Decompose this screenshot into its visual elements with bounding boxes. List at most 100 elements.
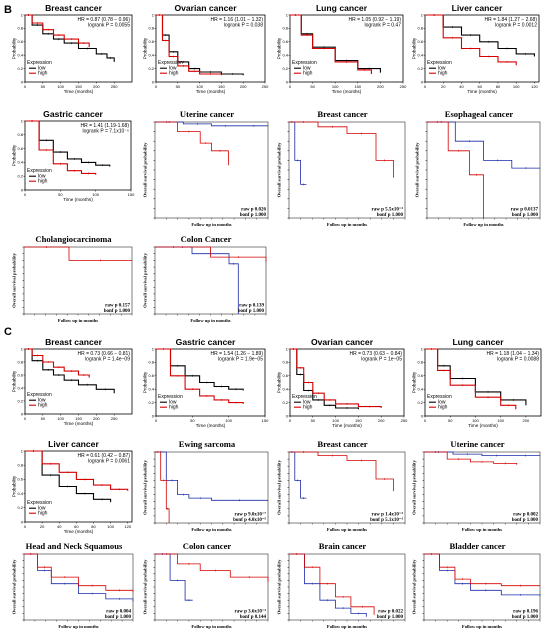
x-tick-label: 80 (496, 84, 501, 89)
y-tick-label: 0.2 (282, 66, 288, 71)
stats-annotation: logrank P = 0.038 (224, 23, 263, 29)
stats-annotation: raw p 0.002 (513, 513, 538, 518)
plot-frame (24, 120, 132, 191)
legend-title: Expression (27, 60, 52, 66)
y-tick-label: 0 (286, 79, 289, 84)
x-axis-label: Time (months) (196, 89, 226, 94)
survival-curve (155, 451, 268, 501)
x-tick-label: 100 (92, 192, 99, 197)
stats-annotation: logrank P = 0.0061 (88, 459, 130, 465)
legend-item: high (169, 71, 179, 77)
y-axis-label: Overall survival probability (277, 559, 282, 614)
chart-title: Cholangiocarcinoma (35, 234, 112, 244)
survival-curve (155, 451, 170, 523)
stats-annotation: logrank P = 0.0012 (495, 23, 537, 29)
stats-annotation: bonf p 1.000 (512, 213, 539, 218)
y-tick-label: 0.2 (17, 174, 23, 179)
y-axis-label: Probability (277, 37, 282, 59)
stats-annotation: HR = 0.61 (0.42 − 0.87) (77, 453, 130, 459)
x-tick-label: 200 (523, 418, 530, 423)
y-axis-label: Overall survival probability (143, 252, 148, 307)
legend-title: Expression (427, 394, 452, 400)
x-tick-label: 20 (441, 84, 446, 89)
chart-title: Bladder cancer (450, 541, 506, 551)
survival-curve (156, 348, 244, 404)
x-tick-label: 250 (401, 418, 408, 423)
y-tick-label: 1 (152, 12, 155, 17)
chart-panel: Brain cancer Follow up in months Overall s… (277, 541, 406, 629)
stats-annotation: bonf p 1.000 (512, 615, 539, 620)
y-tick-label: 0.8 (282, 26, 288, 31)
survival-curve (290, 348, 359, 410)
x-axis-label: Time (months) (64, 89, 94, 94)
survival-curve (290, 14, 372, 74)
legend-title: Expression (292, 60, 317, 66)
chart-title: Esophageal cancer (445, 109, 514, 119)
y-axis-label: Overall survival probability (277, 142, 282, 197)
x-tick-label: 200 (93, 416, 100, 421)
stats-annotation: HR = 1.05 (0.92 − 1.19) (348, 17, 401, 23)
chart-title: Breast cancer (317, 109, 367, 119)
x-tick-label: 100 (225, 418, 232, 423)
y-tick-label: 0.4 (17, 385, 23, 390)
x-tick-label: 100 (107, 524, 114, 529)
x-tick-label: 0 (289, 418, 292, 423)
x-tick-label: 0 (289, 84, 292, 89)
stats-annotation: bonf p 1.000 (105, 615, 132, 620)
stats-annotation: logrank P = 0.0055 (88, 23, 130, 29)
y-tick-label: 0.2 (17, 398, 23, 403)
y-axis-label: Probability (12, 475, 17, 497)
stats-annotation: logrank P = 0.0088 (497, 357, 539, 363)
legend-item: high (38, 179, 48, 185)
plot-frame (424, 348, 542, 417)
y-tick-label: 0.8 (417, 26, 423, 31)
x-tick-label: 100 (332, 418, 339, 423)
survival-curve (289, 451, 394, 492)
y-tick-label: 1 (421, 12, 424, 17)
x-tick-label: 250 (262, 84, 269, 89)
chart-title: Breast cancer (45, 3, 103, 13)
y-tick-label: 0.8 (417, 360, 423, 365)
survival-curve (155, 246, 267, 262)
plot-frame (155, 348, 266, 417)
survival-curve (427, 121, 540, 169)
y-axis-label: Probability (143, 37, 148, 59)
y-tick-label: 1 (152, 346, 155, 351)
y-tick-label: 0.6 (17, 39, 23, 44)
x-tick-label: 50 (311, 418, 316, 423)
x-axis-label: Follow up in months (58, 624, 98, 629)
chart-panel: Ovarian cancer 0 0.2 0.4 0.6 0.8 1 0 50 100 150 200… (277, 337, 409, 428)
x-axis-label: Follow up in months (191, 222, 231, 227)
y-axis-label: Probability (412, 37, 417, 59)
y-axis-label: Probability (12, 37, 17, 59)
chart-title: Ovarian cancer (174, 3, 237, 13)
stats-annotation: bonf p 1.000 (377, 213, 404, 218)
y-tick-label: 0 (21, 187, 24, 192)
legend-item: high (438, 405, 448, 411)
stats-annotation: HR = 0.73 (0.63 − 0.84) (349, 351, 402, 357)
legend-title: Expression (158, 60, 183, 66)
y-tick-label: 0.6 (17, 372, 23, 377)
stats-annotation: raw p 0.139 (239, 304, 264, 309)
section-letter-b: B (4, 4, 12, 16)
legend-title: Expression (158, 394, 183, 400)
survival-curve (25, 348, 90, 378)
y-tick-label: 0.4 (282, 387, 288, 392)
survival-curve (424, 553, 541, 597)
y-tick-label: 1 (286, 12, 289, 17)
stats-annotation: raw p 3.6x10⁻⁴ (235, 609, 267, 615)
chart-panel: Gastric cancer 0 0.2 0.4 0.6 0.8 1 0 50 100 150 Tim… (143, 337, 270, 428)
y-tick-label: 0.4 (148, 387, 154, 392)
legend-item: low (38, 398, 46, 404)
x-tick-label: 60 (477, 84, 482, 89)
survival-curve (424, 451, 540, 456)
y-axis-label: Probability (277, 371, 282, 393)
survival-curve (25, 348, 115, 394)
stats-annotation: HR = 1.54 (1.26 − 1.89) (210, 351, 263, 357)
survival-curve (290, 348, 382, 408)
survival-curve (427, 121, 484, 218)
legend-title: Expression (27, 168, 52, 174)
chart-panel: Colon Cancer Follow up in months Overall s… (143, 234, 267, 323)
